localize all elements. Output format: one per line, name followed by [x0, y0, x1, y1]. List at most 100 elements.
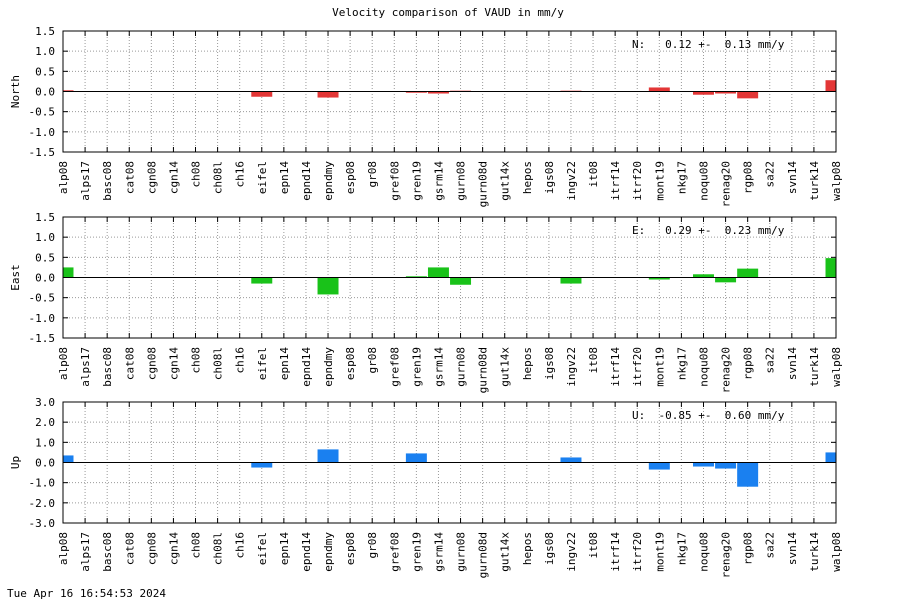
- north-bar-gren19: [405, 91, 427, 93]
- up-bar-rgp08: [737, 462, 759, 487]
- east-ytick-label: -1.0: [29, 312, 56, 325]
- east-xtick-label: walp08: [830, 347, 843, 387]
- up-bar-alp08: [63, 455, 74, 463]
- east-xtick-label: esp08: [344, 347, 357, 380]
- up-ytick-label: -2.0: [29, 497, 56, 510]
- east-xtick-label: ch16: [234, 347, 247, 374]
- up-bar-renag20: [715, 462, 737, 469]
- north-xtick-label: epn14: [278, 161, 291, 194]
- up-ytick-label: 1.0: [35, 436, 55, 449]
- up-xtick-label: cat08: [123, 532, 136, 565]
- north-xtick-label: alps17: [79, 161, 92, 201]
- up-xtick-label: gr08: [366, 532, 379, 559]
- north-bar-mont19: [648, 87, 670, 92]
- up-xtick-label: epnd14: [300, 532, 313, 572]
- north-xtick-label: mont19: [653, 161, 666, 201]
- east-xtick-label: gren19: [410, 347, 423, 387]
- east-xtick-label: itrf14: [609, 347, 622, 387]
- north-xtick-label: svn14: [786, 161, 799, 194]
- east-xtick-label: igs08: [543, 347, 556, 380]
- north-xtick-label: ch08l: [212, 161, 225, 194]
- up-xtick-label: turk14: [808, 532, 821, 572]
- panels-group: -1.5 -1.0 -0.5 0.0 0.5 1.0 1.5 alp08 alps17 basc0…: [9, 25, 843, 578]
- up-xtick-label: gurn08: [455, 532, 468, 572]
- north-xtick-label: cgn08: [145, 161, 158, 194]
- up-ytick-label: 2.0: [35, 416, 55, 429]
- north-bar-gsrm14: [427, 91, 449, 94]
- east-xtick-label: epn14: [278, 347, 291, 380]
- up-xtick-label: hepos: [521, 532, 534, 565]
- north-xtick-label: sa22: [764, 161, 777, 188]
- east-bar-eifel: [251, 277, 273, 284]
- up-bar-ingv22: [560, 457, 582, 463]
- up-xtick-label: alps17: [79, 532, 92, 572]
- east-bar-mont19: [648, 277, 670, 280]
- north-xtick-label: epnd14: [300, 161, 313, 201]
- north-xtick-label: renag20: [720, 161, 733, 207]
- east-bar-alp08: [63, 267, 74, 278]
- east-xtick-label: basc08: [101, 347, 114, 387]
- east-ytick-label: -0.5: [29, 292, 56, 305]
- east-ytick-label: 0.5: [35, 251, 55, 264]
- up-axis-title: Up: [9, 456, 22, 469]
- north-xtick-label: it08: [587, 161, 600, 188]
- north-ytick-label: -1.0: [29, 126, 56, 139]
- east-xtick-label: svn14: [786, 347, 799, 380]
- north-xtick-label: esp08: [344, 161, 357, 194]
- north-xtick-label: gsrm14: [432, 161, 445, 201]
- east-stat-label: E: 0.29 +- 0.23 mm/y: [632, 224, 785, 237]
- north-xtick-label: basc08: [101, 161, 114, 201]
- north-bar-epndmy: [317, 91, 339, 98]
- east-ytick-label: 1.0: [35, 231, 55, 244]
- up-xtick-label: ingv22: [565, 532, 578, 572]
- east-xtick-label: hepos: [521, 347, 534, 380]
- east-axis-title: East: [9, 264, 22, 291]
- east-xtick-label: nkg17: [675, 347, 688, 380]
- east-xtick-label: ch08l: [212, 347, 225, 380]
- up-bar-walp08: [825, 452, 836, 463]
- north-xtick-label: igs08: [543, 161, 556, 194]
- up-bar-gren19: [405, 453, 427, 463]
- east-xtick-label: renag20: [720, 347, 733, 393]
- north-ytick-label: 0.5: [35, 65, 55, 78]
- east-bar-gurn08: [450, 277, 472, 285]
- up-ytick-label: -3.0: [29, 517, 56, 530]
- up-ytick-label: 0.0: [35, 457, 55, 470]
- north-stat-label: N: 0.12 +- 0.13 mm/y: [632, 38, 785, 51]
- north-axis-title: North: [9, 75, 22, 108]
- chart-title: Velocity comparison of VAUD in mm/y: [332, 6, 564, 19]
- north-xtick-label: alp08: [57, 161, 70, 194]
- east-ytick-label: 0.0: [35, 272, 55, 285]
- east-xtick-label: cat08: [123, 347, 136, 380]
- up-xtick-label: eifel: [256, 532, 269, 565]
- up-xtick-label: epn14: [278, 532, 291, 565]
- east-xtick-label: gut14x: [499, 347, 512, 387]
- east-bar-gsrm14: [427, 267, 449, 278]
- up-xtick-label: ch08l: [212, 532, 225, 565]
- east-bar-noqu08: [692, 274, 714, 278]
- up-bar-mont19: [648, 462, 670, 470]
- north-xtick-label: eifel: [256, 161, 269, 194]
- north-xtick-label: itrf20: [631, 161, 644, 201]
- north-xtick-label: cgn14: [167, 161, 180, 194]
- north-bar-alp08: [63, 90, 74, 92]
- up-xtick-label: renag20: [720, 532, 733, 578]
- up-xtick-label: itrf20: [631, 532, 644, 572]
- north-xtick-label: gut14x: [499, 161, 512, 201]
- east-xtick-label: turk14: [808, 347, 821, 387]
- east-xtick-label: gr08: [366, 347, 379, 374]
- up-xtick-label: svn14: [786, 532, 799, 565]
- east-xtick-label: noqu08: [697, 347, 710, 387]
- up-xtick-label: gsrm14: [432, 532, 445, 572]
- north-xtick-label: ch16: [234, 161, 247, 188]
- east-xtick-label: epnd14: [300, 347, 313, 387]
- east-xtick-label: sa22: [764, 347, 777, 374]
- north-ytick-label: -1.5: [29, 146, 56, 159]
- north-xtick-label: hepos: [521, 161, 534, 194]
- east-xtick-label: epndmy: [322, 347, 335, 387]
- north-xtick-label: gren19: [410, 161, 423, 201]
- east-xtick-label: mont19: [653, 347, 666, 387]
- up-xtick-label: sa22: [764, 532, 777, 559]
- east-ytick-label: -1.5: [29, 332, 56, 345]
